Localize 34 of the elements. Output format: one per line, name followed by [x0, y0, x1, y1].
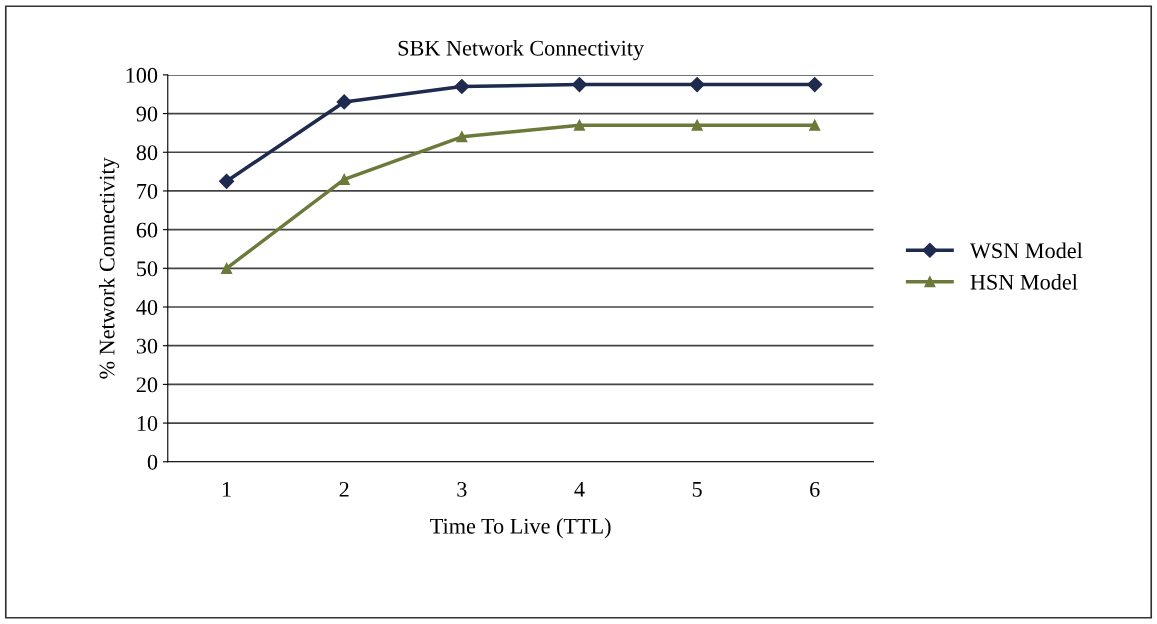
- y-tick-label: 30: [136, 338, 158, 354]
- x-tick-label: 5: [692, 482, 702, 497]
- y-tick-label: 70: [137, 183, 158, 199]
- point: [456, 131, 468, 143]
- y-tick-label: 0: [147, 454, 158, 470]
- x-tick-label: 6: [810, 481, 820, 497]
- y-tick-label: 100: [126, 67, 158, 83]
- y-tick-label: 10: [137, 416, 158, 431]
- y-tick-label: 50: [137, 261, 158, 277]
- y-tick-label: 60: [136, 222, 158, 238]
- y-tick-label: 80: [136, 145, 158, 161]
- point: [573, 119, 586, 131]
- x-axis-title: Time To Live (TTL): [430, 518, 611, 539]
- point: [336, 94, 352, 110]
- chart-title: SBK Network Connectivity: [398, 40, 645, 61]
- x-tick-label: 4: [574, 482, 585, 497]
- x-tick-label: 2: [339, 481, 349, 497]
- point: [689, 76, 705, 93]
- point: [807, 76, 823, 93]
- point: [221, 262, 233, 274]
- point: [454, 78, 470, 95]
- legend-label: HSN Model: [970, 274, 1078, 290]
- y-tick-label: 90: [136, 106, 158, 122]
- y-tick-label: 40: [136, 299, 158, 315]
- point: [338, 173, 350, 185]
- point: [691, 119, 703, 131]
- legend-label: WSN Model: [969, 242, 1083, 259]
- x-tick-label: 1: [222, 481, 231, 497]
- y-tick-label: 20: [136, 377, 158, 393]
- x-tick-label: 3: [457, 481, 467, 497]
- y-axis-title: % Network Connectivity: [98, 157, 120, 379]
- point: [809, 119, 821, 131]
- point: [571, 76, 588, 93]
- point: [219, 173, 235, 189]
